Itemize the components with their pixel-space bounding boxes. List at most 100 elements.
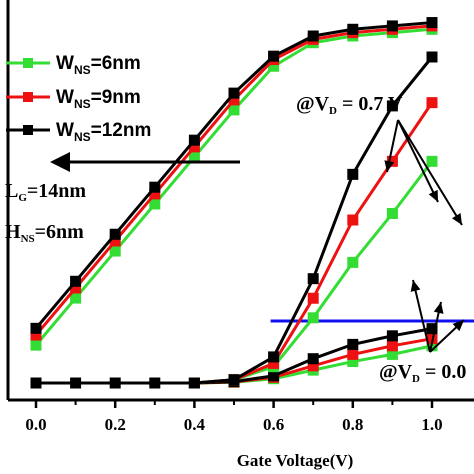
x-ticks: 0.0 0.2 0.4 0.6 0.8 1.0 — [25, 400, 443, 434]
nanosheet-height-label: HNS=6nm — [5, 221, 84, 245]
legend-label-prefix: W — [56, 120, 74, 141]
pointer-head — [384, 160, 395, 172]
data-point — [70, 292, 82, 304]
legend-entry-12nm: WNS=12nm — [6, 120, 151, 144]
data-point — [307, 292, 319, 304]
data-point — [188, 134, 200, 146]
legend-label-prefix: W — [56, 87, 74, 108]
data-point — [109, 377, 121, 389]
legend-label-sub: NS — [74, 63, 91, 77]
data-point — [307, 30, 319, 42]
data-point — [347, 214, 359, 226]
data-point — [386, 207, 398, 219]
x-tick-label: 0.4 — [184, 415, 206, 434]
data-point — [347, 168, 359, 180]
series-layer — [30, 17, 438, 389]
data-point — [426, 97, 438, 109]
data-point — [149, 198, 161, 210]
legend-label-suffix: =6nm — [91, 53, 141, 74]
data-point — [268, 351, 280, 363]
data-point — [228, 104, 240, 116]
data-point — [426, 17, 438, 29]
data-point — [268, 50, 280, 62]
left-arrow-icon — [50, 152, 240, 172]
vd-low-label: @VD = 0.0 — [379, 361, 466, 385]
pointer-head — [452, 213, 462, 225]
legend-label-sub: NS — [74, 97, 91, 111]
data-point — [149, 377, 161, 389]
series-line — [34, 27, 433, 347]
data-point — [347, 23, 359, 35]
data-point — [228, 94, 240, 106]
data-point — [347, 338, 359, 350]
data-point — [188, 151, 200, 163]
svg-text:WNS=9nm: WNS=9nm — [56, 87, 141, 111]
data-point — [386, 340, 398, 352]
pointer-line — [397, 119, 463, 226]
legend-marker — [23, 92, 33, 102]
data-point — [70, 275, 82, 287]
data-point — [386, 348, 398, 360]
legend-entry-9nm: WNS=9nm — [6, 87, 141, 111]
data-point — [149, 188, 161, 200]
data-point — [347, 348, 359, 360]
series-log-2 — [30, 17, 438, 334]
x-tick-label: 1.0 — [421, 415, 442, 434]
pointer-line — [412, 279, 431, 353]
x-tick-label: 0.2 — [105, 415, 126, 434]
pointer-head — [428, 189, 438, 202]
data-point — [307, 312, 319, 324]
x-tick-label: 0.6 — [263, 415, 284, 434]
pointer-head — [410, 280, 421, 292]
pointer-head — [433, 302, 444, 314]
legend-marker — [23, 58, 33, 68]
data-point — [386, 20, 398, 32]
data-point — [307, 273, 319, 285]
data-point — [386, 100, 398, 112]
data-point — [307, 353, 319, 365]
data-point — [109, 235, 121, 247]
data-point — [386, 155, 398, 167]
data-point — [268, 357, 280, 369]
pointer-line — [397, 119, 439, 203]
x-tick-label: 0.8 — [342, 415, 363, 434]
data-point — [268, 60, 280, 72]
data-point — [188, 377, 200, 389]
data-point — [30, 329, 42, 341]
data-point — [149, 181, 161, 193]
data-point — [109, 228, 121, 240]
x-axis-title: Gate Voltage(V) — [237, 451, 354, 470]
data-point — [188, 141, 200, 153]
data-point — [426, 323, 438, 335]
legend-marker — [23, 125, 33, 135]
data-point — [347, 356, 359, 368]
legend-entry-6nm: WNS=6nm — [6, 53, 141, 77]
pointer-head — [452, 320, 464, 332]
legend: WNS=6nm WNS=9nm WNS=12nm — [6, 53, 151, 144]
svg-text:WNS=12nm: WNS=12nm — [56, 120, 151, 144]
series-linear_high-8 — [30, 51, 438, 389]
data-point — [268, 370, 280, 382]
data-point — [30, 322, 42, 334]
data-point — [426, 51, 438, 63]
data-point — [109, 245, 121, 257]
data-point — [347, 256, 359, 268]
data-point — [30, 339, 42, 351]
gate-length-label: LG=14nm — [5, 180, 86, 204]
legend-label-prefix: W — [56, 53, 74, 74]
data-point — [70, 282, 82, 294]
x-tick-label: 0.0 — [25, 415, 46, 434]
data-point — [30, 377, 42, 389]
legend-label-suffix: =12nm — [91, 120, 152, 141]
data-point — [70, 377, 82, 389]
data-point — [426, 155, 438, 167]
svg-text:WNS=6nm: WNS=6nm — [56, 53, 141, 77]
vd-high-label: @VD = 0.7 V — [296, 93, 403, 117]
annotation-pointers — [384, 119, 465, 353]
data-point — [228, 374, 240, 386]
data-point — [386, 330, 398, 342]
legend-label-sub: NS — [74, 130, 91, 144]
data-point — [228, 87, 240, 99]
legend-label-suffix: =9nm — [91, 87, 141, 108]
